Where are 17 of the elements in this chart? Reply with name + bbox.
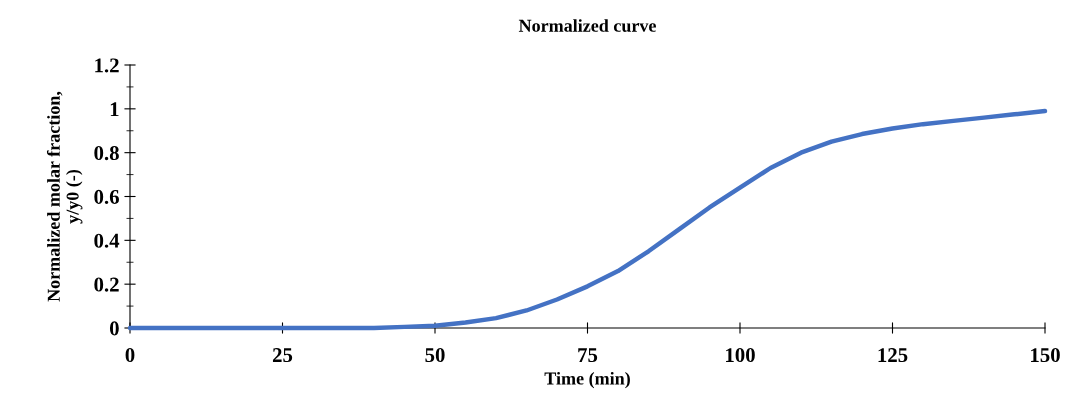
x-tick-label: 50	[425, 348, 445, 363]
y-tick-label: 1	[110, 102, 119, 117]
y-tick-label: 0.8	[94, 146, 119, 161]
y-tick-label: 0.2	[94, 277, 119, 292]
x-axis-title: Time (min)	[544, 371, 630, 389]
y-axis-title: Normalized molar fraction, y/y0 (-)	[46, 91, 83, 302]
x-tick-label: 125	[878, 348, 908, 363]
y-tick-label: 0	[109, 321, 119, 336]
y-tick-label: 1.2	[95, 58, 119, 73]
x-tick-label: 75	[578, 348, 598, 363]
y-tick-label: 0.6	[94, 189, 119, 205]
chart-title: Normalized curve	[518, 19, 656, 32]
x-tick-label: 150	[1031, 348, 1060, 363]
x-tick-label: 0	[125, 348, 135, 363]
y-tick-label: 0.4	[94, 233, 120, 248]
x-tick-label: 25	[272, 348, 293, 363]
x-tick-label: 100	[726, 348, 755, 363]
